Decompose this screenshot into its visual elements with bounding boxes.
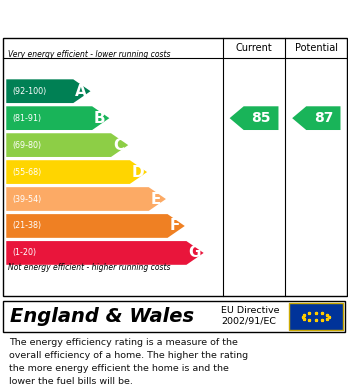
Text: EU Directive
2002/91/EC: EU Directive 2002/91/EC	[221, 306, 279, 326]
Text: (55-68): (55-68)	[13, 168, 42, 177]
Polygon shape	[6, 106, 109, 130]
Polygon shape	[6, 133, 128, 157]
Text: 87: 87	[314, 111, 333, 125]
Text: C: C	[113, 138, 124, 152]
Polygon shape	[6, 187, 166, 211]
Polygon shape	[6, 160, 147, 184]
Text: Very energy efficient - lower running costs: Very energy efficient - lower running co…	[8, 50, 171, 59]
Text: (1-20): (1-20)	[13, 248, 37, 257]
Polygon shape	[230, 106, 278, 130]
Text: G: G	[188, 246, 201, 260]
Text: Potential: Potential	[295, 43, 338, 53]
Text: (21-38): (21-38)	[13, 221, 42, 230]
Text: The energy efficiency rating is a measure of the
overall efficiency of a home. T: The energy efficiency rating is a measur…	[9, 338, 248, 386]
Text: B: B	[94, 111, 105, 126]
Text: 85: 85	[251, 111, 271, 125]
Polygon shape	[6, 79, 90, 103]
Text: England & Wales: England & Wales	[10, 307, 195, 325]
Text: E: E	[150, 192, 161, 206]
Text: A: A	[75, 84, 87, 99]
Polygon shape	[6, 241, 204, 265]
Text: Energy Efficiency Rating: Energy Efficiency Rating	[9, 11, 230, 26]
Text: (92-100): (92-100)	[13, 87, 47, 96]
Bar	[289, 303, 343, 330]
Text: (81-91): (81-91)	[13, 114, 42, 123]
Text: (39-54): (39-54)	[13, 195, 42, 204]
Text: Current: Current	[236, 43, 272, 53]
Polygon shape	[6, 214, 185, 238]
Bar	[3, 301, 345, 332]
Text: (69-80): (69-80)	[13, 141, 42, 150]
Polygon shape	[292, 106, 340, 130]
Text: Not energy efficient - higher running costs: Not energy efficient - higher running co…	[8, 264, 171, 273]
Text: D: D	[132, 165, 144, 179]
Text: F: F	[169, 219, 180, 233]
